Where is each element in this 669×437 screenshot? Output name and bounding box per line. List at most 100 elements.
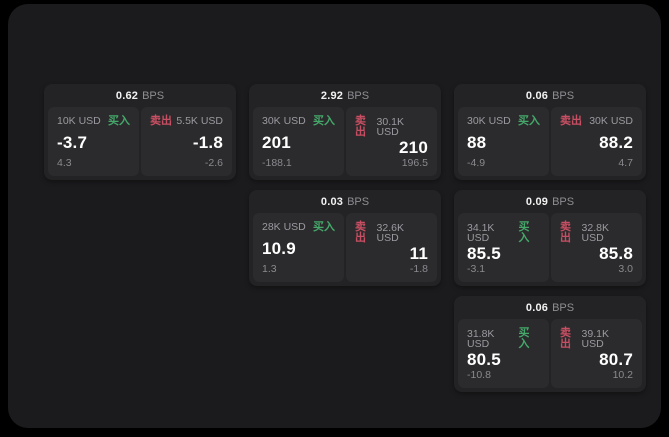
sell-price: 210	[399, 138, 428, 158]
buy-panel-top: 30K USD 买入	[262, 116, 335, 127]
sell-panel[interactable]: 卖出 32.6K USD 11 -1.8	[346, 213, 437, 282]
sell-panel-top: 卖出 32.6K USD	[355, 222, 428, 244]
sell-change: -1.8	[409, 262, 428, 275]
sell-amount: 30K USD	[589, 115, 633, 128]
buy-change: -3.1	[467, 262, 486, 275]
sell-panel[interactable]: 卖出 30K USD 88.2 4.7	[551, 107, 642, 176]
buy-price: 85.5	[467, 244, 501, 264]
sell-amount: 32.8K USD	[581, 221, 609, 244]
buy-panel[interactable]: 30K USD 买入 88 -4.9	[458, 107, 549, 176]
buy-panel[interactable]: 31.8K USD 买入 80.5 -10.8	[458, 319, 549, 388]
buy-change: -10.8	[467, 368, 491, 381]
buy-tag: 买入	[313, 115, 335, 127]
buy-price: 88	[467, 132, 487, 152]
bps-header: 0.06 BPS	[454, 84, 646, 107]
sell-amount: 30.1K USD	[376, 115, 404, 138]
sell-panel[interactable]: 卖出 30.1K USD 210 196.5	[346, 107, 437, 176]
card-body: 31.8K USD 买入 80.5 -10.8 卖出 39.1K USD 80.…	[454, 319, 646, 392]
buy-panel-top: 30K USD 买入	[467, 116, 540, 127]
buy-price: 80.5	[467, 350, 501, 370]
sell-tag: 卖出	[355, 115, 366, 138]
bps-unit-label: BPS	[347, 89, 370, 102]
sell-panel-top: 卖出 30.1K USD	[355, 116, 428, 138]
buy-amount: 10K USD	[57, 115, 101, 128]
buy-tag: 买入	[108, 115, 130, 127]
sell-tag: 卖出	[560, 327, 571, 350]
quote-cards-grid: 0.62 BPS 10K USD 买入 -3.7 4.3 卖出 5.5K USD	[44, 84, 646, 392]
quote-card: 0.06 BPS 31.8K USD 买入 80.5 -10.8 卖出 39.1…	[454, 296, 646, 392]
app-panel: 0.62 BPS 10K USD 买入 -3.7 4.3 卖出 5.5K USD	[8, 4, 661, 428]
buy-amount: 34.1K USD	[467, 221, 495, 244]
sell-price: 85.8	[599, 244, 633, 264]
bps-unit-label: BPS	[552, 195, 575, 208]
buy-panel[interactable]: 30K USD 买入 201 -188.1	[253, 107, 344, 176]
buy-price: -3.7	[57, 132, 88, 152]
sell-amount: 5.5K USD	[176, 115, 223, 128]
card-body: 30K USD 买入 201 -188.1 卖出 30.1K USD 210 1…	[249, 107, 441, 180]
sell-tag: 卖出	[560, 221, 571, 244]
buy-panel[interactable]: 10K USD 买入 -3.7 4.3	[48, 107, 139, 176]
bps-header: 0.62 BPS	[44, 84, 236, 107]
sell-price: 80.7	[599, 350, 633, 370]
buy-panel-top: 10K USD 买入	[57, 116, 130, 127]
buy-change: 1.3	[262, 262, 277, 275]
quote-card: 0.06 BPS 30K USD 买入 88 -4.9 卖出 30K USD	[454, 84, 646, 180]
bps-unit-label: BPS	[552, 89, 575, 102]
bps-header: 2.92 BPS	[249, 84, 441, 107]
buy-change: 4.3	[57, 156, 72, 169]
sell-panel-top: 卖出 30K USD	[560, 116, 633, 127]
sell-panel-top: 卖出 32.8K USD	[560, 222, 633, 244]
card-body: 30K USD 买入 88 -4.9 卖出 30K USD 88.2 4.7	[454, 107, 646, 180]
bps-value: 0.09	[525, 195, 549, 208]
bps-value: 2.92	[320, 89, 344, 102]
buy-panel-top: 34.1K USD 买入	[467, 222, 540, 244]
sell-change: 10.2	[612, 368, 633, 381]
buy-amount: 30K USD	[467, 115, 511, 128]
card-body: 28K USD 买入 10.9 1.3 卖出 32.6K USD 11 -1.8	[249, 213, 441, 286]
bps-unit-label: BPS	[347, 195, 370, 208]
sell-price: 88.2	[599, 132, 633, 152]
buy-panel[interactable]: 34.1K USD 买入 85.5 -3.1	[458, 213, 549, 282]
buy-amount: 28K USD	[262, 221, 306, 234]
sell-price: 11	[409, 244, 428, 264]
buy-amount: 30K USD	[262, 115, 306, 128]
quote-card: 0.62 BPS 10K USD 买入 -3.7 4.3 卖出 5.5K USD	[44, 84, 236, 180]
sell-panel[interactable]: 卖出 32.8K USD 85.8 3.0	[551, 213, 642, 282]
sell-panel[interactable]: 卖出 39.1K USD 80.7 10.2	[551, 319, 642, 388]
quote-card: 2.92 BPS 30K USD 买入 201 -188.1 卖出 30.1K …	[249, 84, 441, 180]
quote-card: 0.03 BPS 28K USD 买入 10.9 1.3 卖出 32.6K US…	[249, 190, 441, 286]
buy-panel-top: 28K USD 买入	[262, 222, 335, 233]
sell-amount: 32.6K USD	[376, 221, 404, 244]
card-body: 34.1K USD 买入 85.5 -3.1 卖出 32.8K USD 85.8…	[454, 213, 646, 286]
bps-header: 0.03 BPS	[249, 190, 441, 213]
sell-change: 3.0	[618, 262, 633, 275]
sell-price: -1.8	[192, 132, 223, 152]
buy-tag: 买入	[518, 221, 530, 244]
bps-value: 0.62	[115, 89, 139, 102]
buy-tag: 买入	[518, 115, 540, 127]
bps-header: 0.09 BPS	[454, 190, 646, 213]
sell-tag: 卖出	[560, 115, 582, 127]
bps-value: 0.06	[525, 89, 549, 102]
buy-change: -188.1	[262, 156, 292, 169]
bps-header: 0.06 BPS	[454, 296, 646, 319]
sell-change: 4.7	[618, 156, 633, 169]
sell-tag: 卖出	[355, 221, 366, 244]
buy-panel-top: 31.8K USD 买入	[467, 328, 540, 350]
sell-panel-top: 卖出 5.5K USD	[150, 116, 223, 127]
buy-price: 201	[262, 132, 291, 152]
bps-value: 0.06	[525, 301, 549, 314]
buy-price: 10.9	[262, 238, 296, 258]
sell-amount: 39.1K USD	[581, 327, 609, 350]
sell-panel[interactable]: 卖出 5.5K USD -1.8 -2.6	[141, 107, 232, 176]
card-body: 10K USD 买入 -3.7 4.3 卖出 5.5K USD -1.8 -2.…	[44, 107, 236, 180]
buy-panel[interactable]: 28K USD 买入 10.9 1.3	[253, 213, 344, 282]
bps-unit-label: BPS	[552, 301, 575, 314]
buy-amount: 31.8K USD	[467, 327, 495, 350]
sell-tag: 卖出	[150, 115, 172, 127]
bps-unit-label: BPS	[142, 89, 165, 102]
buy-tag: 买入	[313, 221, 335, 233]
sell-panel-top: 卖出 39.1K USD	[560, 328, 633, 350]
sell-change: 196.5	[401, 156, 428, 169]
sell-change: -2.6	[204, 156, 223, 169]
